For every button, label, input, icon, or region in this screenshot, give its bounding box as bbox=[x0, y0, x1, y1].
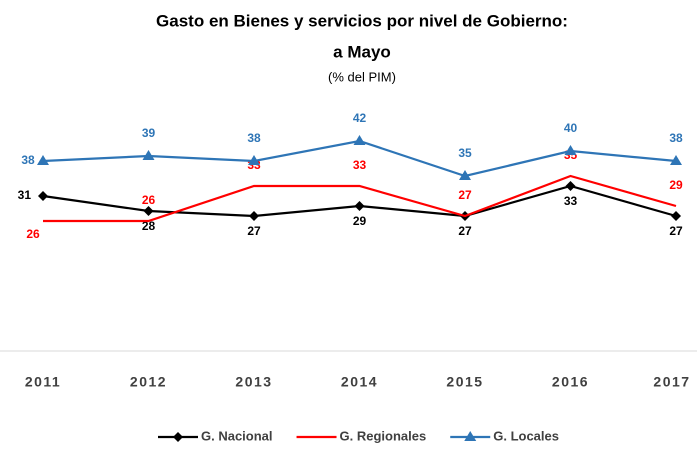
data-label: 31 bbox=[18, 188, 32, 202]
legend-marker bbox=[464, 431, 477, 441]
data-label: 27 bbox=[458, 188, 472, 202]
marker-diamond bbox=[249, 211, 259, 221]
marker-triangle bbox=[37, 155, 49, 165]
x-tick-label: 2017 bbox=[653, 374, 690, 390]
x-tick-label: 2013 bbox=[235, 374, 272, 390]
data-label: 29 bbox=[669, 178, 683, 192]
data-label: 27 bbox=[458, 224, 472, 238]
series-line bbox=[43, 174, 677, 223]
marker-triangle bbox=[564, 145, 577, 155]
legend-marker bbox=[173, 432, 183, 442]
marker-triangle bbox=[248, 155, 260, 165]
marker-diamond bbox=[38, 191, 48, 201]
chart-subtitle: (% del PIM) bbox=[328, 69, 396, 84]
x-tick-label: 2015 bbox=[446, 374, 483, 390]
legend-label: G. Locales bbox=[493, 428, 559, 443]
x-tick-label: 2014 bbox=[341, 374, 378, 390]
x-tick-label: 2012 bbox=[130, 374, 167, 390]
data-label: 33 bbox=[564, 194, 578, 208]
legend-label: G. Nacional bbox=[201, 428, 273, 443]
data-label: 26 bbox=[26, 227, 40, 241]
data-label: 27 bbox=[669, 224, 683, 238]
marker-triangle bbox=[353, 135, 366, 145]
marker-diamond bbox=[671, 211, 681, 221]
marker-triangle bbox=[142, 150, 155, 160]
marker-triangle bbox=[459, 170, 471, 180]
data-label: 38 bbox=[21, 153, 35, 167]
data-label: 38 bbox=[669, 131, 683, 145]
data-label: 27 bbox=[247, 224, 261, 238]
data-label: 33 bbox=[353, 158, 367, 172]
x-tick-label: 2011 bbox=[25, 374, 61, 390]
marker-triangle bbox=[670, 155, 682, 165]
data-label: 26 bbox=[142, 193, 156, 207]
legend-label: G. Regionales bbox=[340, 428, 427, 443]
chart-title: Gasto en Bienes y servicios por nivel de… bbox=[156, 11, 568, 30]
data-label: 39 bbox=[142, 126, 156, 140]
data-label: 29 bbox=[353, 214, 367, 228]
data-label: 38 bbox=[247, 131, 261, 145]
marker-diamond bbox=[143, 206, 154, 216]
data-label: 42 bbox=[353, 111, 367, 125]
data-label: 35 bbox=[458, 146, 472, 160]
chart-title: a Mayo bbox=[333, 42, 391, 61]
marker-diamond bbox=[565, 181, 576, 191]
x-tick-label: 2016 bbox=[552, 374, 589, 390]
data-label: 28 bbox=[142, 219, 156, 233]
data-label: 40 bbox=[564, 121, 578, 135]
marker-diamond bbox=[354, 201, 365, 211]
